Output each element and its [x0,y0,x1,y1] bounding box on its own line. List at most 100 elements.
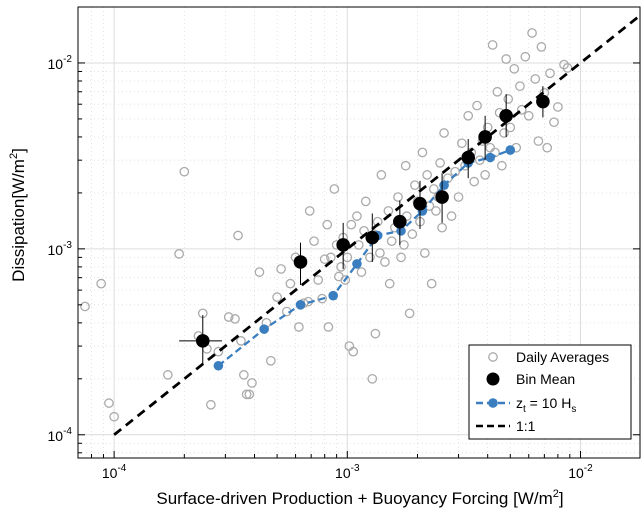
daily-average-point [469,176,480,187]
daily-average-point [265,355,276,366]
zt-point [259,324,269,334]
bin-mean-point [293,255,308,269]
daily-average-point [304,206,315,216]
daily-average-point [356,267,367,277]
bin-mean-point [365,230,380,245]
daily-average-point [285,278,296,289]
legend-oneone-label: 1:1 [516,418,536,434]
legend-daily-label: Daily Averages [516,349,609,365]
daily-average-point [431,206,441,216]
bin-mean-point [461,150,476,165]
daily-average-point [386,236,397,247]
daily-average-point [499,128,509,138]
y-tick-label: 10-3 [48,240,73,258]
daily-average-point [446,211,457,221]
daily-average-point [428,184,439,194]
zt-point [396,226,406,236]
zt-point [352,259,362,269]
daily-average-point [247,378,257,388]
daily-average-point [516,104,527,115]
daily-average-point [322,219,333,230]
bin-mean-point [435,190,449,204]
daily-average-point [244,389,255,400]
daily-average-point [375,248,385,258]
legend-bin-marker [486,372,500,386]
daily-average-point [254,267,265,277]
daily-average-point [399,240,409,250]
daily-average-point [439,128,449,138]
daily-average-point [370,328,381,339]
daily-average-point [396,252,406,263]
axis-ticks: 10-4 10-3 10-2 10-4 10-3 10-2 [48,54,640,481]
zt-point [295,300,306,310]
daily-average-point [545,68,555,79]
plot-frame [77,6,641,459]
daily-average-point [317,293,327,304]
daily-average-point [163,370,173,380]
daily-average-point [365,252,375,263]
x-tick-label: 10-3 [335,463,360,481]
daily-average-point [230,314,240,324]
daily-average-point [336,262,346,272]
zt-point [485,152,495,163]
daily-average-point [319,254,330,265]
daily-average-point [384,278,395,289]
daily-average-point [562,63,573,73]
y-tick-label: 10-2 [48,54,73,72]
daily-average-point [80,301,90,312]
daily-average-point [353,240,364,250]
bin-mean-point [478,130,492,144]
daily-average-point [503,94,514,104]
daily-average-point [233,230,243,241]
daily-average-point [352,211,362,221]
daily-average-point [96,278,107,289]
daily-average-point [485,142,496,153]
daily-average-point [238,370,249,380]
zt-point [505,145,516,155]
legend-daily-marker [488,352,498,362]
daily-average-point [323,322,334,332]
daily-average-point [241,389,252,400]
daily-average-point [329,184,340,194]
daily-average-point [509,63,520,74]
legend-zt-label: zt = 10 Hs [516,395,576,415]
daily-average-point [393,192,403,202]
x-axis-label: Surface-driven Production + Buoyancy For… [156,488,563,508]
daily-average-point [549,117,559,128]
daily-average-point [294,322,304,332]
daily-average-point [501,54,511,64]
daily-average-point [553,102,563,112]
bin-mean-point [536,94,550,109]
daily-average-point [520,51,531,62]
daily-average-point [383,206,394,216]
daily-average-point [533,136,544,146]
bin-mean-point [413,196,427,211]
daily-average-point [179,166,190,177]
daily-average-point [174,249,184,259]
daily-average-point [523,110,534,121]
daily-average-point [348,346,359,357]
daily-average-point [213,346,224,357]
daily-average-point [360,196,371,207]
daily-average-point [223,312,234,322]
daily-average-point [340,275,351,285]
daily-average-point [463,110,474,121]
legend-bin-label: Bin Mean [516,371,575,387]
daily-average-point [367,373,378,384]
daily-average-point [407,229,418,239]
daily-average-point [542,142,553,153]
daily-average-point [419,248,430,258]
daily-average-point [376,170,387,180]
daily-average-point [530,74,541,84]
daily-average-point [496,160,507,171]
bin-mean-series [179,86,550,365]
daily-average-point [109,411,119,422]
one-to-one-line-series [113,14,641,436]
y-axis-label: Dissipation[W/m2] [8,148,28,282]
daily-average-point [313,275,324,285]
daily-average-point [206,399,216,410]
daily-average-point [536,42,547,52]
y-tick-label: 10-4 [48,426,73,444]
daily-average-point [480,170,490,180]
